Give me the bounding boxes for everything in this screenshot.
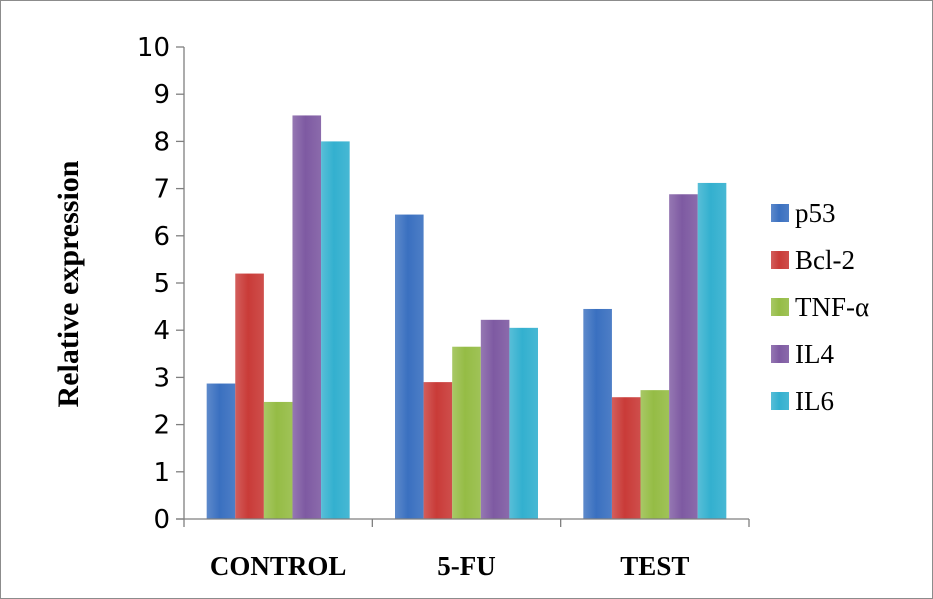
legend-swatch-bcl-2	[771, 251, 789, 269]
y-tick-label-7: 7	[153, 175, 170, 205]
legend-item-il6: IL6	[771, 386, 834, 416]
y-tick-labels: 0 1 2 3 4 5 6 7 8 9 10	[137, 33, 170, 535]
bar-5-fu-p53	[395, 214, 424, 519]
legend-swatch-il4	[771, 345, 789, 363]
bar-5-fu-il6	[509, 327, 538, 519]
bar-control-bcl-2	[235, 273, 264, 519]
bar-control-tnf	[263, 401, 293, 519]
bar-test-tnf	[640, 390, 670, 519]
legend-label-p53: p53	[795, 198, 836, 228]
bar-test-bcl-2	[611, 397, 641, 519]
y-tick-label-4: 4	[153, 316, 170, 346]
y-axis-title-group: Relative expression	[52, 160, 85, 407]
bars-layer	[206, 115, 727, 519]
y-tick-label-8: 8	[153, 127, 170, 157]
bar-control-il4	[292, 115, 322, 519]
category-labels: CONTROL 5-FU TEST	[210, 551, 689, 581]
legend-label-il6: IL6	[795, 386, 834, 416]
legend-item-il4: IL4	[771, 339, 834, 369]
y-tick-label-10: 10	[137, 33, 170, 63]
axes-layer	[176, 46, 750, 527]
bar-5-fu-il4	[480, 319, 510, 519]
y-tick-label-1: 1	[153, 458, 170, 488]
y-tick-label-5: 5	[153, 269, 170, 299]
bar-test-p53	[583, 308, 612, 519]
legend-swatch-p53	[771, 204, 789, 222]
legend-swatch-il6	[771, 392, 789, 410]
legend-label-bcl-2: Bcl-2	[795, 245, 855, 275]
bar-test-il6	[697, 182, 727, 519]
y-tick-label-0: 0	[153, 505, 170, 535]
y-tick-label-9: 9	[153, 80, 170, 110]
legend: p53 Bcl-2 TNF-α IL4 IL6	[771, 198, 869, 416]
legend-item-bcl-2: Bcl-2	[771, 245, 855, 275]
bar-5-fu-bcl-2	[423, 382, 453, 519]
legend-item-p53: p53	[771, 198, 836, 228]
category-label-5-fu: 5-FU	[437, 551, 495, 581]
legend-swatch-tnf	[771, 298, 789, 316]
bar-control-p53	[206, 383, 236, 519]
y-axis-title: Relative expression	[52, 160, 85, 407]
category-label-control: CONTROL	[210, 551, 347, 581]
bar-5-fu-tnf	[452, 346, 481, 519]
bar-test-il4	[669, 194, 698, 519]
legend-label-il4: IL4	[795, 339, 834, 369]
category-label-test: TEST	[620, 551, 689, 581]
legend-item-tnf: TNF-α	[771, 292, 869, 322]
y-tick-label-6: 6	[153, 222, 170, 252]
y-tick-label-2: 2	[153, 411, 170, 441]
bar-control-il6	[321, 141, 350, 519]
legend-label-tnf: TNF-α	[795, 292, 869, 322]
y-tick-label-3: 3	[153, 363, 170, 393]
